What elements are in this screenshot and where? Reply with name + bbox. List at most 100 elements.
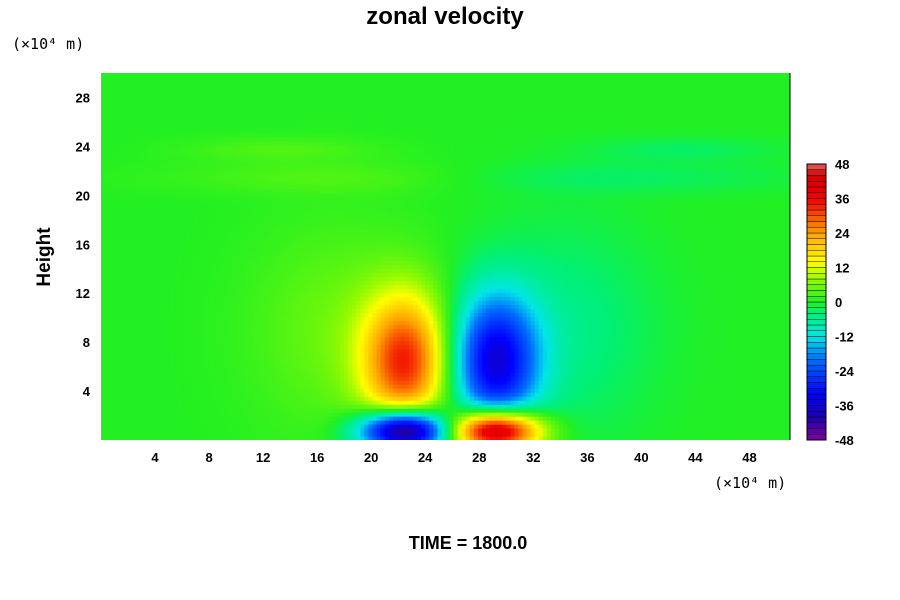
field-cell: [165, 380, 171, 385]
field-cell: [271, 420, 276, 425]
field-cell: [542, 360, 548, 365]
field-cell: [611, 352, 617, 357]
field-cell: [149, 416, 155, 421]
field-cell: [105, 408, 110, 413]
field-cell: [473, 412, 479, 417]
field-cell: [631, 356, 637, 361]
field-cell: [340, 368, 345, 373]
field-cell: [315, 348, 321, 353]
field-cell: [704, 336, 710, 341]
field-cell: [238, 400, 244, 405]
field-cell: [486, 352, 491, 357]
field-cell: [400, 368, 406, 373]
field-cell: [611, 436, 617, 440]
field-cell: [656, 364, 661, 369]
field-cell: [627, 420, 633, 425]
field-cell: [340, 428, 345, 433]
field-cell: [603, 412, 609, 417]
field-cell: [121, 396, 126, 401]
field-cell: [141, 384, 147, 389]
field-cell: [660, 404, 665, 409]
field-cell: [733, 396, 738, 401]
field-cell: [591, 408, 597, 413]
field-cell: [202, 332, 207, 337]
field-cell: [745, 340, 751, 345]
field-cell: [380, 368, 386, 373]
field-cell: [169, 328, 175, 333]
field-cell: [777, 424, 783, 429]
field-cell: [502, 404, 507, 409]
field-cell: [360, 332, 366, 337]
field-cell: [611, 324, 617, 329]
field-cell: [404, 428, 410, 433]
field-cell: [295, 384, 301, 389]
field-cell: [315, 328, 321, 333]
field-cell: [392, 420, 398, 425]
field-cell: [259, 364, 264, 369]
field-cell: [461, 416, 467, 421]
field-cell: [708, 344, 714, 349]
field-cell: [785, 332, 790, 337]
field-cell: [194, 380, 199, 385]
field-cell: [433, 328, 438, 333]
field-cell: [627, 396, 633, 401]
field-cell: [781, 412, 787, 417]
field-cell: [542, 340, 548, 345]
field-cell: [178, 408, 183, 413]
field-cell: [206, 352, 212, 357]
field-cell: [396, 420, 402, 425]
field-cell: [271, 432, 276, 437]
field-cell: [336, 352, 341, 357]
field-cell: [105, 368, 110, 373]
field-cell: [591, 428, 597, 433]
field-cell: [745, 332, 751, 337]
field-cell: [234, 392, 240, 397]
field-cell: [259, 320, 264, 325]
field-cell: [413, 428, 418, 433]
field-cell: [433, 432, 438, 437]
field-cell: [498, 356, 503, 361]
field-cell: [263, 348, 268, 353]
field-cell: [664, 392, 670, 397]
field-cell: [644, 344, 649, 349]
field-cell: [214, 344, 220, 349]
field-cell: [461, 368, 467, 373]
field-cell: [117, 388, 122, 393]
field-cell: [538, 380, 544, 385]
field-cell: [417, 396, 422, 401]
field-cell: [619, 424, 625, 429]
field-cell: [769, 388, 775, 393]
field-cell: [449, 396, 455, 401]
field-cell: [441, 340, 447, 345]
field-cell: [477, 424, 483, 429]
field-cell: [214, 424, 220, 429]
field-cell: [319, 340, 325, 345]
field-cell: [587, 368, 592, 373]
field-cell: [490, 352, 495, 357]
field-cell: [729, 384, 734, 389]
field-cell: [773, 332, 779, 337]
field-cell: [238, 340, 244, 345]
field-cell: [157, 404, 163, 409]
field-cell: [340, 416, 345, 421]
field-cell: [409, 412, 414, 417]
field-cell: [263, 424, 268, 429]
field-cell: [178, 328, 183, 333]
field-cell: [275, 344, 280, 349]
field-cell: [457, 332, 463, 337]
field-cell: [546, 348, 552, 353]
field-cell: [332, 384, 337, 389]
field-cell: [757, 392, 763, 397]
field-cell: [311, 372, 317, 377]
field-cell: [741, 376, 747, 381]
field-cell: [388, 396, 394, 401]
field-cell: [133, 412, 139, 417]
field-cell: [271, 348, 276, 353]
field-cell: [518, 400, 524, 405]
field-cell: [263, 416, 268, 421]
field-cell: [336, 360, 341, 365]
field-cell: [583, 396, 588, 401]
field-cell: [741, 368, 747, 373]
field-cell: [708, 364, 714, 369]
field-cell: [238, 348, 244, 353]
